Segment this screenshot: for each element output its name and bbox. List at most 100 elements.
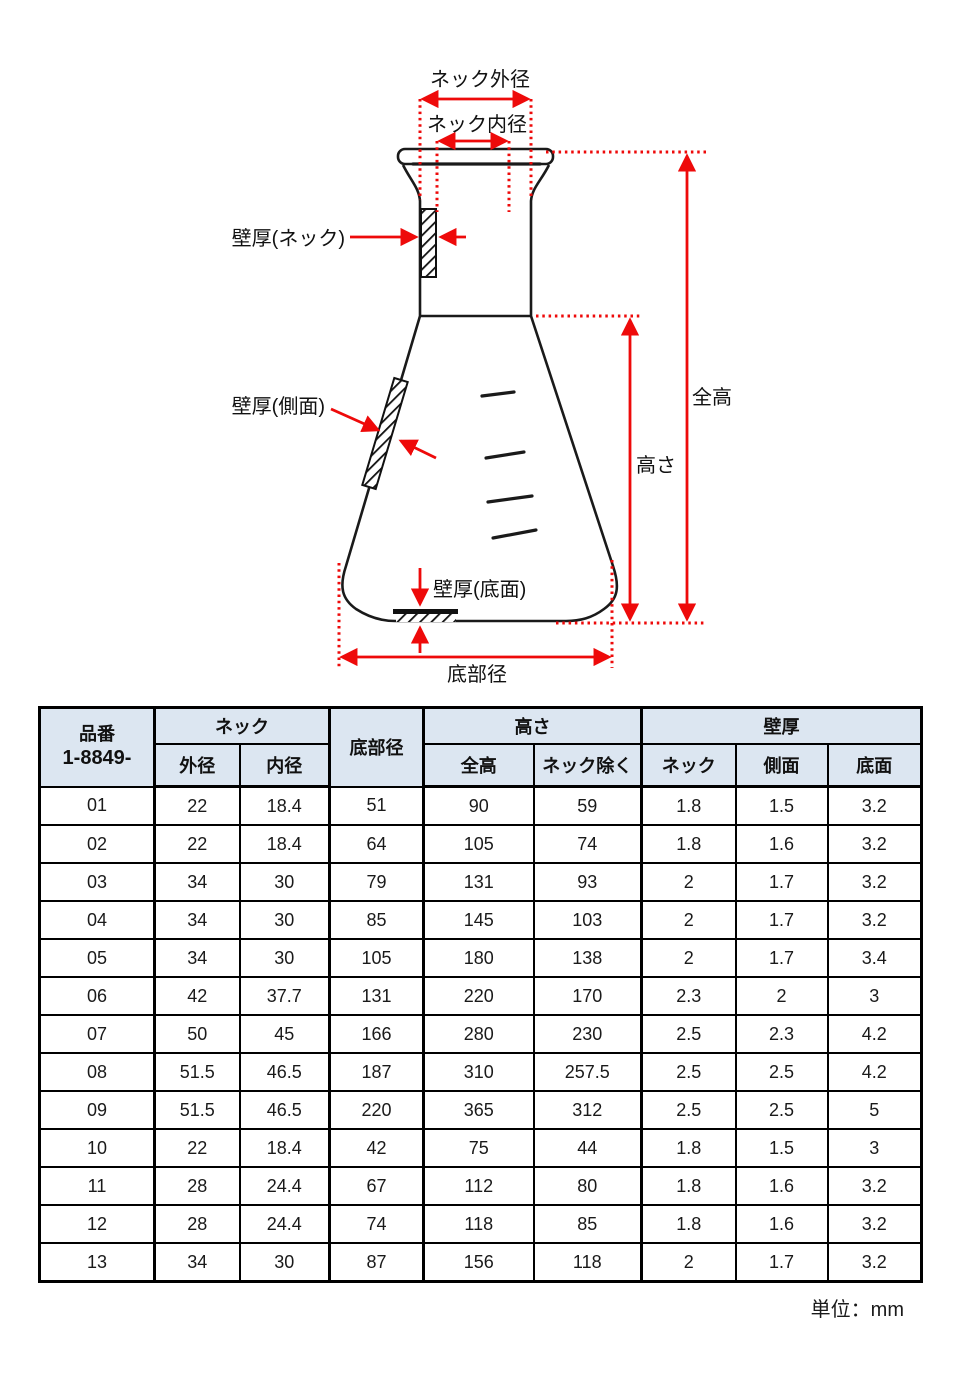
cell-value: 1.5 [734,785,829,826]
cell-value: 1.8 [640,1166,737,1206]
cell-value: 34 [153,862,241,902]
cell-value: 59 [532,785,643,826]
height-label: 高さ [636,454,676,477]
cell-part-no: 06 [38,976,156,1016]
cell-value: 34 [153,1242,241,1283]
cell-value: 90 [422,785,535,826]
cell-value: 2 [640,1242,737,1283]
table-row: 04 34 30 85 145 103 2 1.7 3.2 [38,900,923,940]
cell-value: 105 [328,938,425,978]
cell-value: 22 [153,824,241,864]
bottom-wall-hatch [393,609,458,622]
cell-value: 51.5 [153,1090,241,1130]
table-row: 09 51.5 46.5 220 365 312 2.5 2.5 5 [38,1090,923,1130]
graduation-marks [480,390,538,540]
cell-value: 24.4 [238,1204,331,1244]
cell-value: 28 [153,1204,241,1244]
flask-dimension-diagram: ネック外径 ネック内径 壁厚(ネック) 壁厚(側面) 壁厚(底面) 全高 高さ … [232,68,732,686]
cell-value: 230 [532,1014,643,1054]
cell-value: 1.6 [734,824,829,864]
cell-value: 30 [238,862,331,902]
cell-value: 18.4 [238,1128,331,1168]
cell-part-no: 12 [38,1204,156,1244]
cell-value: 131 [422,862,535,902]
cell-value: 220 [328,1090,425,1130]
cell-value: 145 [422,900,535,940]
cell-value: 30 [238,1242,331,1283]
cell-value: 257.5 [532,1052,643,1092]
cell-value: 85 [328,900,425,940]
col-group-height: 高さ [422,706,643,745]
dimension-lines [330,89,706,668]
cell-value: 220 [422,976,535,1016]
cell-value: 2.3 [734,1014,829,1054]
cell-value: 2 [640,862,737,902]
cell-value: 1.7 [734,900,829,940]
table-row: 01 22 18.4 51 90 59 1.8 1.5 3.2 [38,785,923,826]
cell-value: 80 [532,1166,643,1206]
cell-value: 30 [238,938,331,978]
table-row: 12 28 24.4 74 118 85 1.8 1.6 3.2 [38,1204,923,1244]
cell-part-no: 02 [38,824,156,864]
cell-value: 4.2 [826,1052,923,1092]
col-header-part-no: 品番 1-8849- [38,706,156,788]
cell-value: 64 [328,824,425,864]
cell-value: 166 [328,1014,425,1054]
wall-side-label: 壁厚(側面) [232,395,325,418]
col-header-wall-bottom: 底面 [826,743,923,788]
cell-value: 3 [826,976,923,1016]
cell-value: 5 [826,1090,923,1130]
cell-value: 312 [532,1090,643,1130]
cell-value: 131 [328,976,425,1016]
cell-value: 4.2 [826,1014,923,1054]
col-group-wall: 壁厚 [640,706,923,745]
cell-value: 2.5 [640,1014,737,1054]
neck-outer-dia-label: ネック外径 [430,68,530,91]
cell-value: 87 [328,1242,425,1283]
cell-value: 3.2 [826,1166,923,1206]
cell-value: 138 [532,938,643,978]
cell-value: 3.2 [826,900,923,940]
cell-value: 170 [532,976,643,1016]
cell-value: 42 [153,976,241,1016]
spec-table: 品番 1-8849- ネック 底部径 高さ 壁厚 外径 内径 全高 ネック除く … [38,706,923,1283]
cell-part-no: 13 [38,1242,156,1283]
cell-part-no: 07 [38,1014,156,1054]
part-no-label: 品番 [79,724,115,745]
cell-value: 3.2 [826,785,923,826]
cell-value: 2 [734,976,829,1016]
cell-value: 2.5 [734,1090,829,1130]
spec-table-body: 01 22 18.4 51 90 59 1.8 1.5 3.2 02 22 18.4 64 105 74 1.… [38,785,923,1283]
cell-value: 3.2 [826,1204,923,1244]
cell-value: 44 [532,1128,643,1168]
cell-value: 112 [422,1166,535,1206]
cell-value: 1.8 [640,1128,737,1168]
cell-value: 118 [532,1242,643,1283]
cell-value: 156 [422,1242,535,1283]
cell-value: 2.5 [734,1052,829,1092]
cell-value: 180 [422,938,535,978]
cell-value: 79 [328,862,425,902]
col-header-wall-neck: ネック [640,743,737,788]
cell-part-no: 04 [38,900,156,940]
cell-value: 50 [153,1014,241,1054]
cell-value: 34 [153,900,241,940]
cell-value: 51 [328,785,425,826]
cell-value: 1.7 [734,862,829,902]
wall-side-arrow-upper [330,407,381,432]
spec-table-container: 品番 1-8849- ネック 底部径 高さ 壁厚 外径 内径 全高 ネック除く … [38,706,923,1283]
wall-bottom-label: 壁厚(底面) [433,578,526,601]
cell-value: 18.4 [238,785,331,826]
cell-value: 2.5 [640,1052,737,1092]
cell-value: 2.5 [640,1090,737,1130]
table-row: 07 50 45 166 280 230 2.5 2.3 4.2 [38,1014,923,1054]
wall-neck-label: 壁厚(ネック) [232,227,345,250]
cell-value: 103 [532,900,643,940]
cell-value: 118 [422,1204,535,1244]
cell-value: 30 [238,900,331,940]
neck-wall-hatch [420,208,437,278]
cell-value: 2 [640,900,737,940]
cell-value: 365 [422,1090,535,1130]
col-header-wall-side: 側面 [734,743,829,788]
side-wall-hatch [361,376,409,491]
